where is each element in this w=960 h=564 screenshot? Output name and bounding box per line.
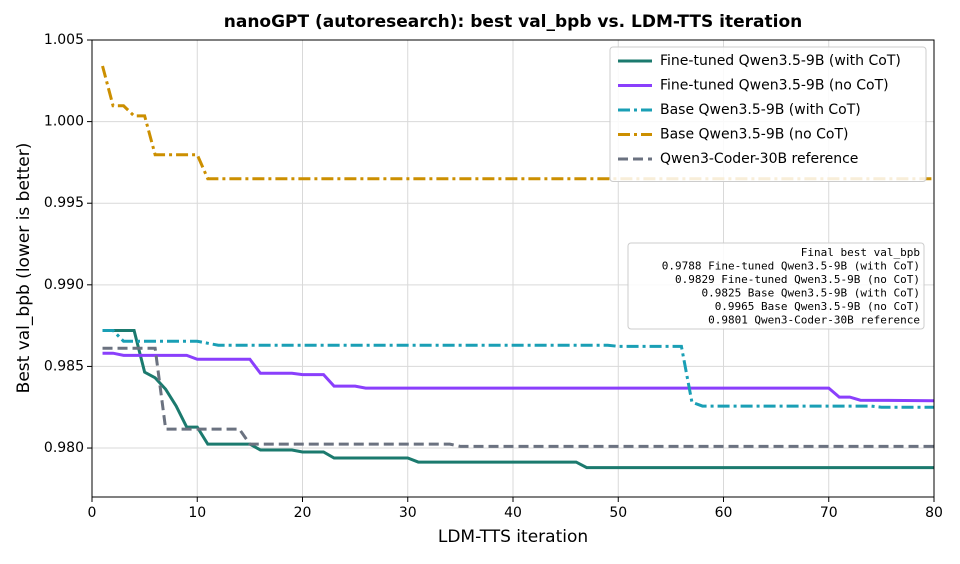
- x-tick-label: 50: [609, 505, 627, 521]
- annotation-line: 0.9825 Base Qwen3.5-9B (with CoT): [701, 287, 920, 300]
- legend-label: Qwen3-Coder-30B reference: [660, 151, 858, 167]
- annotation-line: 0.9829 Fine-tuned Qwen3.5-9B (no CoT): [675, 273, 920, 286]
- y-tick-label: 1.005: [44, 32, 84, 48]
- chart-title: nanoGPT (autoresearch): best val_bpb vs.…: [224, 12, 803, 32]
- x-tick-label: 40: [504, 505, 522, 521]
- annotation-line: 0.9801 Qwen3-Coder-30B reference: [708, 314, 920, 327]
- x-tick-label: 0: [88, 505, 97, 521]
- x-axis-label: LDM-TTS iteration: [438, 527, 588, 547]
- legend-label: Base Qwen3.5-9B (no CoT): [660, 127, 848, 143]
- y-tick-label: 0.985: [44, 358, 84, 374]
- legend-label: Fine-tuned Qwen3.5-9B (with CoT): [660, 53, 901, 69]
- y-tick-label: 1.000: [44, 114, 84, 130]
- x-tick-label: 20: [294, 505, 312, 521]
- legend-label: Base Qwen3.5-9B (with CoT): [660, 102, 861, 118]
- series-line: [102, 329, 934, 470]
- x-tick-label: 10: [188, 505, 206, 521]
- annotation-line: 0.9788 Fine-tuned Qwen3.5-9B (with CoT): [662, 260, 920, 273]
- annotation-line: Final best val_bpb: [801, 246, 920, 259]
- y-tick-label: 0.990: [44, 277, 84, 293]
- y-axis-label: Best val_bpb (lower is better): [14, 143, 34, 394]
- series-line: [101, 65, 934, 181]
- series-line: [102, 351, 935, 403]
- x-tick-label: 70: [820, 505, 838, 521]
- y-tick-label: 0.980: [44, 440, 84, 456]
- y-tick-label: 0.995: [44, 195, 84, 211]
- series-line: [102, 329, 934, 409]
- x-tick-label: 80: [925, 505, 943, 521]
- series-line: [102, 346, 934, 448]
- legend-label: Fine-tuned Qwen3.5-9B (no CoT): [660, 78, 889, 94]
- annotation-line: 0.9965 Base Qwen3.5-9B (no CoT): [715, 300, 920, 313]
- plot-frame: [91, 39, 935, 498]
- annotation-box: [627, 242, 925, 330]
- legend-box: [609, 46, 927, 182]
- x-tick-label: 60: [715, 505, 733, 521]
- x-tick-label: 30: [399, 505, 417, 521]
